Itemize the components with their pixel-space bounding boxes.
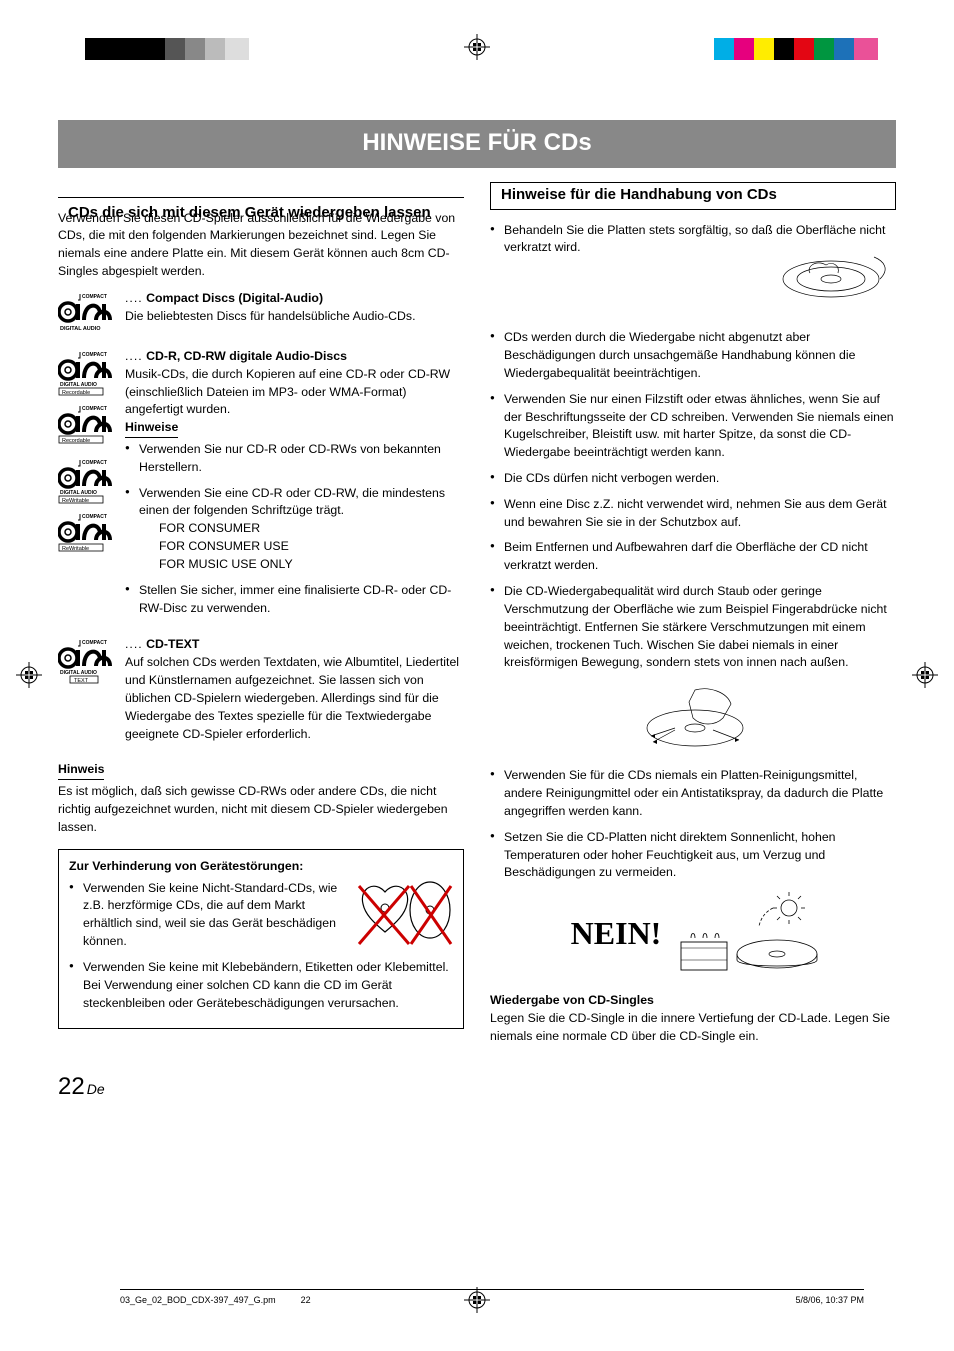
- note-label: Hinweis: [58, 761, 104, 780]
- svg-text:ReWritable: ReWritable: [62, 498, 89, 504]
- hinweise-item: Stellen Sie sicher, immer eine finalisie…: [125, 582, 464, 618]
- handling-item: CDs werden durch die Wiedergabe nicht ab…: [490, 329, 896, 382]
- hinweise-label: Hinweise: [125, 419, 178, 438]
- svg-text:COMPACT: COMPACT: [82, 514, 107, 520]
- disc-type-row: COMPACT DIGITAL AUDIO Recordable COMPACT: [58, 348, 464, 627]
- disc2-title: CD-R, CD-RW digitale Audio-Discs: [146, 349, 347, 363]
- disc-type-row: COMPACT DIGITAL AUDIO .... Co: [58, 290, 464, 338]
- svg-text:COMPACT: COMPACT: [82, 460, 107, 466]
- svg-text:COMPACT: COMPACT: [82, 352, 107, 358]
- cd-singles-title: Wiedergabe von CD-Singles: [490, 992, 896, 1010]
- svg-text:DIGITAL AUDIO: DIGITAL AUDIO: [60, 670, 97, 676]
- disc3-title: CD-TEXT: [146, 637, 199, 651]
- handling-item: Die CDs dürfen nicht verbogen werden.: [490, 470, 896, 488]
- cd-text-logo-icon: COMPACT DIGITAL AUDIO TEXT: [58, 636, 113, 684]
- tag-line: FOR CONSUMER: [159, 520, 464, 538]
- disc2-text: Musik-CDs, die durch Kopieren auf eine C…: [125, 367, 450, 417]
- handling-item: Verwenden Sie für die CDs niemals ein Pl…: [490, 767, 896, 820]
- svg-text:Recordable: Recordable: [62, 438, 90, 444]
- cd-rewritable-logo-icon: COMPACT DIGITAL AUDIO ReWritable: [58, 456, 113, 504]
- disc-type-row: COMPACT DIGITAL AUDIO TEXT .... CD-TEXT …: [58, 636, 464, 743]
- disc3-text: Auf solchen CDs werden Textdaten, wie Al…: [125, 655, 459, 740]
- note-text: Es ist möglich, daß sich gewisse CD-RWs …: [58, 783, 464, 836]
- svg-text:COMPACT: COMPACT: [82, 294, 107, 300]
- malfunction-prevention-box: Zur Verhinderung von Gerätestörungen: Ve…: [58, 849, 464, 1030]
- page-number: 22De: [58, 1070, 896, 1105]
- box-title: Zur Verhinderung von Gerätestörungen:: [69, 858, 453, 876]
- disc1-text: Die beliebtesten Discs für handelsüblich…: [125, 309, 416, 323]
- handling-item: Verwenden Sie nur einen Filzstift oder e…: [490, 391, 896, 462]
- handling-item: Wenn eine Disc z.Z. nicht verwendet wird…: [490, 496, 896, 532]
- svg-text:DIGITAL AUDIO: DIGITAL AUDIO: [60, 326, 101, 332]
- hinweise-item: Verwenden Sie eine CD-R oder CD-RW, die …: [125, 485, 464, 574]
- no-sun-heat-moisture-icon: [669, 888, 829, 978]
- page-title: HINWEISE FÜR CDs: [58, 120, 896, 168]
- heart-cd-forbidden-icon: [355, 880, 453, 950]
- nein-label: NEIN!: [571, 910, 662, 956]
- svg-text:DIGITAL AUDIO: DIGITAL AUDIO: [60, 490, 97, 496]
- cd-singles-text: Legen Sie die CD-Single in die innere Ve…: [490, 1010, 896, 1046]
- cd-digital-audio-logo-icon: COMPACT DIGITAL AUDIO: [58, 290, 113, 338]
- handling-item: Die CD-Wiedergabequalität wird durch Sta…: [490, 583, 896, 753]
- handling-item: Setzen Sie die CD-Platten nicht direktem…: [490, 829, 896, 978]
- svg-text:COMPACT: COMPACT: [82, 640, 107, 646]
- svg-text:TEXT: TEXT: [74, 678, 89, 684]
- svg-text:ReWritable: ReWritable: [62, 546, 89, 552]
- cd-recordable-logo-icon: COMPACT Recordable: [58, 402, 113, 450]
- svg-text:COMPACT: COMPACT: [82, 406, 107, 412]
- handling-item: Beim Entfernen und Aufbewahren darf die …: [490, 539, 896, 575]
- cd-recordable-logo-icon: COMPACT DIGITAL AUDIO Recordable: [58, 348, 113, 396]
- tag-line: FOR CONSUMER USE: [159, 538, 464, 556]
- tag-line: FOR MUSIC USE ONLY: [159, 556, 464, 574]
- hinweise-item: Verwenden Sie nur CD-R oder CD-RWs von b…: [125, 441, 464, 477]
- svg-text:Recordable: Recordable: [62, 390, 90, 396]
- print-footer: 03_Ge_02_BOD_CDX-397_497_G.pm 22 5/8/06,…: [120, 1289, 864, 1307]
- disc1-title: Compact Discs (Digital-Audio): [146, 291, 323, 305]
- left-intro: Verwenden Sie diesen CD-Spieler ausschli…: [58, 210, 464, 281]
- svg-text:DIGITAL AUDIO: DIGITAL AUDIO: [60, 382, 97, 388]
- box-item: Verwenden Sie keine Nicht-Standard-CDs, …: [69, 880, 453, 951]
- two-column-layout: CDs die sich mit diesem Gerät wiedergebe…: [58, 182, 896, 1046]
- right-section-heading: Hinweise für die Handhabung von CDs: [490, 182, 896, 210]
- right-column: Hinweise für die Handhabung von CDs Beha…: [490, 182, 896, 1046]
- hold-cd-icon: [756, 239, 896, 315]
- handling-item: Behandeln Sie die Platten stets sorgfält…: [490, 222, 896, 322]
- wipe-cd-icon: [635, 678, 765, 753]
- box-item: Verwenden Sie keine mit Klebebändern, Et…: [69, 959, 453, 1012]
- cd-rewritable-logo-icon: COMPACT ReWritable: [58, 510, 113, 558]
- left-column: CDs die sich mit diesem Gerät wiedergebe…: [58, 182, 464, 1046]
